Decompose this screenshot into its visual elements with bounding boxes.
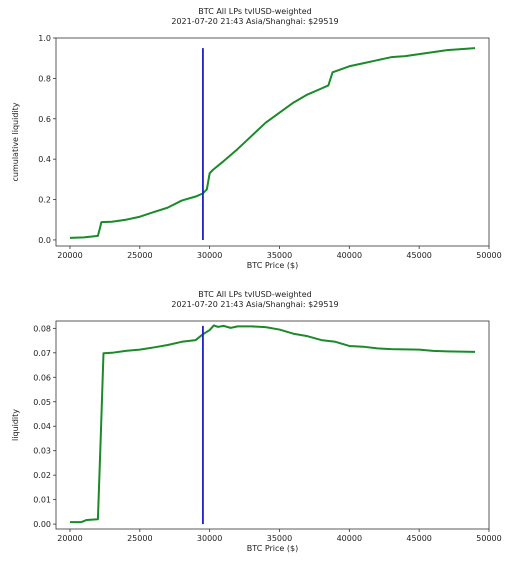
y-tick-label: 0.06 bbox=[33, 373, 51, 382]
y-tick-label: 0.8 bbox=[38, 74, 51, 83]
x-tick-label: 40000 bbox=[337, 534, 362, 543]
y-tick-label: 0.0 bbox=[38, 236, 51, 245]
y-tick-label: 0.08 bbox=[33, 324, 51, 333]
y-tick-label: 0.6 bbox=[38, 115, 51, 124]
x-axis-label: BTC Price ($) bbox=[247, 544, 298, 553]
x-tick-label: 35000 bbox=[267, 251, 292, 260]
x-tick-label: 30000 bbox=[197, 251, 222, 260]
y-tick-label: 0.04 bbox=[33, 422, 51, 431]
plot-frame bbox=[55, 37, 490, 247]
x-tick-label: 20000 bbox=[57, 534, 82, 543]
x-tick-label: 30000 bbox=[197, 534, 222, 543]
cumulative-liquidity-chart: 20000 25000 30000 35000 40000 45000 50000 0.0 0.… bbox=[11, 34, 502, 270]
y-tick-label: 0.07 bbox=[33, 349, 51, 358]
x-tick-label: 35000 bbox=[267, 534, 292, 543]
series-line bbox=[69, 47, 476, 239]
cumulative-liquidity-figure: BTC All LPs tvlUSD-weighted 2021-07-20 2… bbox=[11, 7, 502, 270]
y-tick-label: 0.02 bbox=[33, 471, 51, 480]
plot-frame bbox=[55, 320, 490, 530]
x-tick-label: 45000 bbox=[406, 251, 431, 260]
chart-subtitle: 2021-07-20 21:43 Asia/Shanghai: $29519 bbox=[171, 300, 339, 309]
x-tick-label: 45000 bbox=[406, 534, 431, 543]
x-tick-label: 25000 bbox=[127, 251, 152, 260]
liquidity-figure: BTC All LPs tvlUSD-weighted 2021-07-20 2… bbox=[0, 283, 510, 566]
chart-title: BTC All LPs tvlUSD-weighted bbox=[198, 7, 312, 16]
y-tick-label: 0.2 bbox=[38, 196, 51, 205]
y-tick-label: 0.01 bbox=[33, 496, 51, 505]
x-tick-label: 20000 bbox=[57, 251, 82, 260]
x-tick-label: 25000 bbox=[127, 534, 152, 543]
x-axis-label: BTC Price ($) bbox=[247, 261, 298, 270]
chart-title: BTC All LPs tvlUSD-weighted bbox=[198, 290, 312, 299]
series-line bbox=[69, 324, 476, 524]
x-tick-label: 50000 bbox=[476, 534, 501, 543]
x-tick-label: 50000 bbox=[476, 251, 501, 260]
y-tick-label: 0.4 bbox=[38, 155, 51, 164]
liquidity-chart: 20000 25000 30000 35000 40000 45000 50000 0.00 0… bbox=[11, 320, 502, 553]
x-tick-label: 40000 bbox=[337, 251, 362, 260]
y-tick-label: 1.0 bbox=[38, 34, 51, 43]
y-axis-label: cumulative liquidity bbox=[11, 102, 20, 181]
y-tick-label: 0.03 bbox=[33, 447, 51, 456]
y-axis-label: liquidity bbox=[11, 409, 20, 441]
y-tick-label: 0.00 bbox=[33, 520, 51, 529]
chart-subtitle: 2021-07-20 21:43 Asia/Shanghai: $29519 bbox=[171, 17, 339, 26]
y-tick-label: 0.05 bbox=[33, 398, 51, 407]
